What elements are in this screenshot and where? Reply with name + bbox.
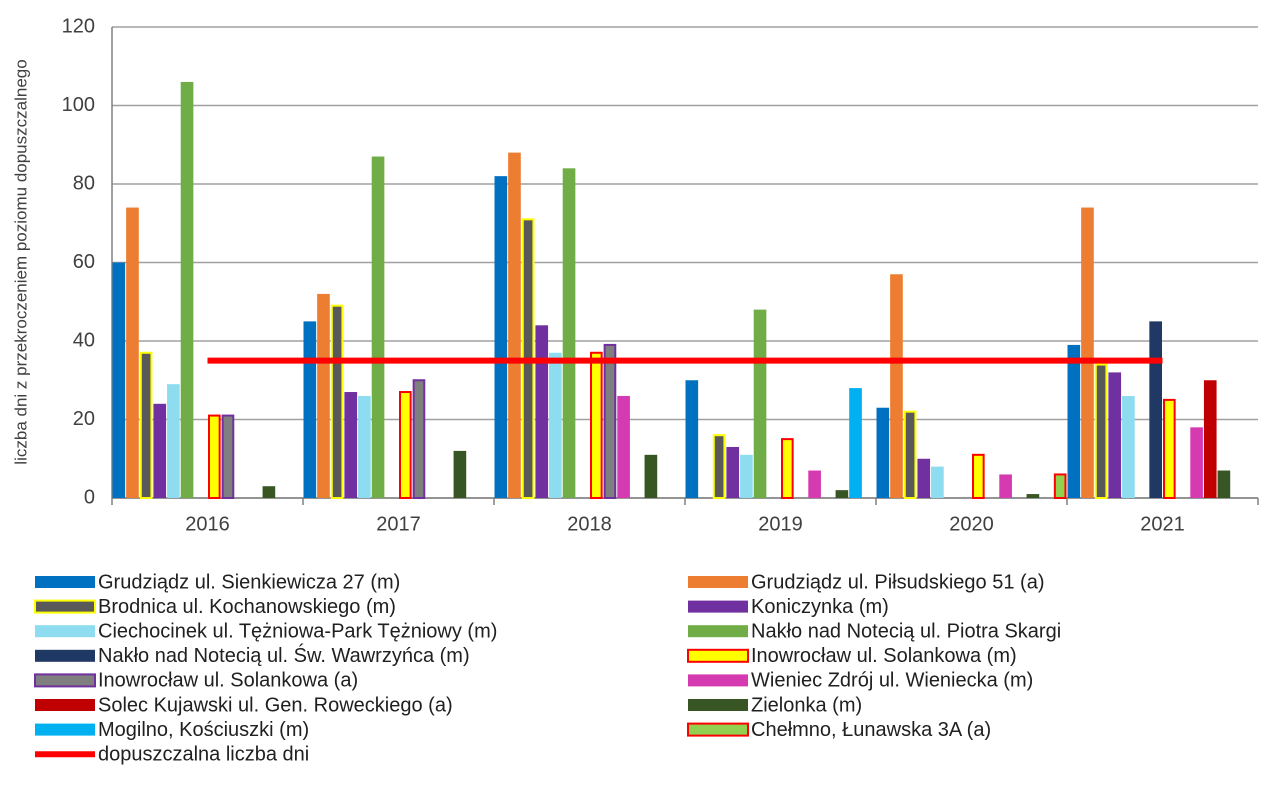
legend-label: Inowrocław ul. Solankowa (a) [98, 670, 358, 692]
x-tick-label: 2016 [185, 513, 230, 535]
x-tick-label: 2018 [567, 513, 612, 535]
bar [153, 403, 167, 498]
y-tick-label: 20 [73, 408, 95, 430]
bar [303, 321, 317, 498]
x-tick-label: 2019 [758, 513, 803, 535]
y-tick-label: 80 [73, 172, 95, 194]
bar [1203, 380, 1217, 498]
bar [262, 486, 276, 498]
bar [371, 156, 385, 498]
bar [808, 470, 821, 498]
legend-label: Solec Kujawski ul. Gen. Roweckiego (a) [98, 694, 453, 716]
bar [726, 446, 740, 498]
bar [1067, 344, 1081, 498]
bar [549, 352, 562, 498]
legend-swatch [34, 599, 96, 614]
legend-swatch [35, 576, 95, 588]
legend-swatch [688, 600, 748, 613]
legend-swatch [687, 648, 749, 663]
bar [1163, 398, 1176, 499]
legend-swatch [687, 722, 749, 737]
bar [617, 395, 630, 498]
legend-swatch [34, 673, 96, 688]
bar [494, 176, 508, 498]
bar [603, 343, 617, 499]
bar [1081, 207, 1094, 499]
bar [358, 395, 371, 498]
bar [753, 309, 767, 498]
bar [1108, 372, 1122, 498]
bar [1217, 470, 1231, 498]
y-tick-label: 40 [73, 329, 95, 351]
legend-label: Brodnica ul. Kochanowskiego (m) [98, 596, 396, 618]
bar [903, 410, 917, 499]
bar [685, 380, 699, 498]
bar [999, 474, 1012, 498]
legend-label: Wieniec Zdrój ul. Wieniecka (m) [751, 670, 1033, 692]
bar [1149, 321, 1162, 498]
legend-label: Grudziądz ul. Piłsudskiego 51 (a) [751, 571, 1044, 593]
x-tick-label: 2017 [376, 513, 421, 535]
legend-label: Inowrocław ul. Solankowa (m) [751, 645, 1017, 667]
bar [712, 434, 726, 500]
bar [126, 207, 139, 499]
y-axis-label: liczba dni z przekroczeniem poziomu dopu… [11, 59, 30, 464]
bar [180, 81, 194, 498]
legend-swatch [688, 625, 748, 638]
bar [330, 304, 344, 499]
legend-swatch [35, 625, 95, 638]
legend-swatch [688, 699, 748, 711]
bar [535, 325, 549, 498]
bar [344, 392, 358, 498]
bar [1094, 363, 1108, 499]
bar [931, 466, 944, 498]
bar [876, 407, 890, 498]
bar [317, 293, 330, 498]
legend-label: Zielonka (m) [751, 694, 862, 716]
legend-label: Chełmno, Łunawska 3A (a) [751, 719, 991, 741]
bar [890, 274, 903, 498]
legend-label: Nakło nad Notecią ul. Piotra Skargi [751, 620, 1061, 642]
y-tick-label: 0 [84, 486, 95, 508]
x-tick-label: 2021 [1140, 513, 1185, 535]
bar [562, 168, 576, 499]
bar [1122, 395, 1135, 498]
legend-swatch [688, 674, 748, 687]
bar [644, 454, 658, 498]
legend-swatch [35, 649, 95, 662]
bar [1026, 494, 1040, 498]
bar [917, 458, 931, 498]
bar [112, 262, 126, 498]
y-tick-label: 120 [62, 15, 95, 37]
legend-label: Ciechocinek ul. Tężniowa-Park Tężniowy (… [98, 620, 497, 642]
legend-label: Grudziądz ul. Sienkiewicza 27 (m) [98, 571, 400, 593]
bar [412, 379, 426, 499]
legend-label: Koniczynka (m) [751, 596, 889, 618]
bar [453, 450, 467, 498]
bar [221, 414, 235, 500]
legend-swatch [688, 576, 748, 588]
x-tick-label: 2020 [949, 513, 994, 535]
legend-swatch [35, 699, 95, 711]
legend-swatch [35, 723, 95, 736]
bar [849, 388, 862, 498]
y-tick-label: 100 [62, 94, 95, 116]
bar [740, 454, 753, 498]
bar [781, 438, 794, 499]
bar [835, 490, 849, 498]
bar [1190, 427, 1203, 498]
bar [139, 351, 153, 499]
bar [1053, 473, 1067, 500]
bar [167, 384, 180, 498]
bar [399, 391, 412, 499]
bar [972, 453, 985, 500]
bar [590, 351, 603, 499]
legend-label: dopuszczalna liczba dni [98, 743, 309, 765]
y-tick-label: 60 [73, 251, 95, 273]
bar [208, 414, 221, 500]
legend-label: Nakło nad Notecią ul. Św. Wawrzyńca (m) [98, 643, 470, 667]
legend-label: Mogilno, Kościuszki (m) [98, 719, 309, 741]
bar [508, 152, 521, 498]
